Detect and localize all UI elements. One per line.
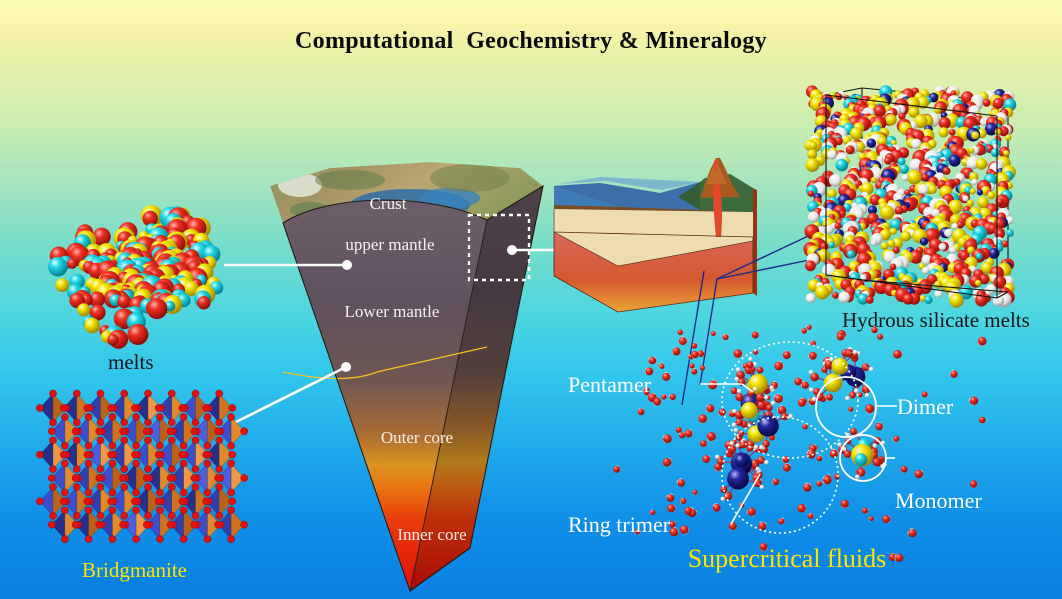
svg-text:Crust: Crust: [370, 194, 407, 213]
svg-text:Outer core: Outer core: [381, 428, 453, 447]
svg-text:Pentamer: Pentamer: [568, 372, 652, 397]
svg-text:upper mantle: upper mantle: [345, 235, 434, 254]
svg-text:Lower mantle: Lower mantle: [345, 302, 440, 321]
svg-text:Ring trimer: Ring trimer: [568, 512, 671, 537]
svg-text:Monomer: Monomer: [895, 488, 982, 513]
svg-text:Dimer: Dimer: [897, 394, 954, 419]
svg-text:Inner core: Inner core: [397, 525, 466, 544]
svg-text:Supercritical fluids: Supercritical fluids: [688, 544, 887, 573]
